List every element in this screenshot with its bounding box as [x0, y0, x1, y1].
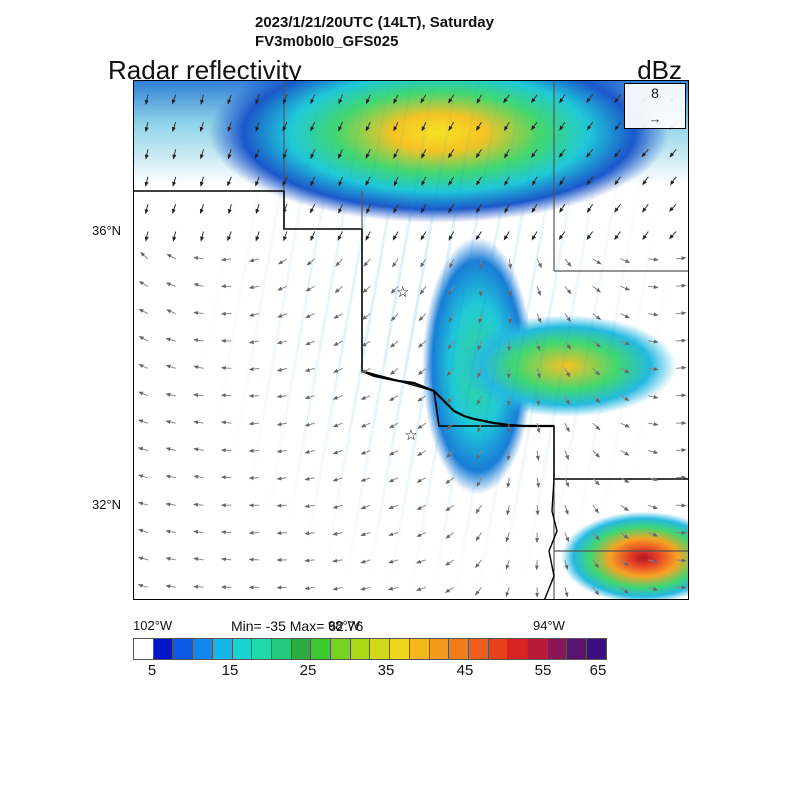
colorbar-cell-8 [292, 639, 312, 659]
colorbar-cell-21 [548, 639, 568, 659]
colorbar-cell-10 [331, 639, 351, 659]
storm-report-marker[interactable]: ☆ [404, 429, 418, 443]
lon-label-2: 94°W [533, 618, 565, 633]
colorbar-tick-5: 5 [148, 662, 156, 679]
colorbar-tick-15: 15 [222, 662, 239, 679]
colorbar-tick-55: 55 [535, 662, 552, 679]
storm-report-marker[interactable]: ☆ [396, 286, 410, 300]
colorbar-tick-65: 65 [590, 662, 607, 679]
colorbar-cell-2 [173, 639, 193, 659]
colorbar-cell-13 [390, 639, 410, 659]
colorbar-cell-3 [193, 639, 213, 659]
wind-arrow-icon: → [625, 111, 685, 126]
min-max-label: Min= -35 Max= 62.76 [231, 618, 363, 634]
colorbar-cell-5 [233, 639, 253, 659]
colorbar-cell-0 [134, 639, 154, 659]
colorbar-cell-6 [252, 639, 272, 659]
y-axis-label-0: 36°N [92, 223, 121, 238]
colorbar-cell-16 [449, 639, 469, 659]
colorbar-cell-18 [489, 639, 509, 659]
colorbar-top-axis-labels: 102°W 98°W 94°W Min= -35 Max= 62.76 [133, 618, 689, 638]
colorbar-cell-23 [587, 639, 606, 659]
colorbar-tick-35: 35 [378, 662, 395, 679]
colorbar-section: 102°W 98°W 94°W Min= -35 Max= 62.76 [133, 618, 689, 680]
colorbar-tick-25: 25 [300, 662, 317, 679]
wind-legend-value: 8 [625, 85, 685, 101]
radar-map-page: 2023/1/21/20UTC (14LT), Saturday FV3m0b0… [0, 0, 800, 800]
wind-vector-field [134, 81, 689, 600]
colorbar-cell-17 [469, 639, 489, 659]
wind-speed-legend: 8 → [624, 83, 686, 129]
colorbar-cell-4 [213, 639, 233, 659]
colorbar-cell-1 [154, 639, 174, 659]
colorbar-cell-20 [528, 639, 548, 659]
colorbar-gradient-strip [133, 638, 607, 660]
colorbar-cell-15 [430, 639, 450, 659]
colorbar-cell-11 [351, 639, 371, 659]
lon-label-0: 102°W [133, 618, 172, 633]
header-text-block: 2023/1/21/20UTC (14LT), Saturday FV3m0b0… [255, 14, 494, 52]
colorbar-cell-9 [311, 639, 331, 659]
colorbar-tick-numbers: 5 15 25 35 45 55 65 [133, 660, 607, 680]
colorbar-cell-22 [567, 639, 587, 659]
colorbar-cell-7 [272, 639, 292, 659]
radar-map-frame[interactable]: ☆ ☆ 8 → [133, 80, 689, 600]
colorbar-cell-19 [508, 639, 528, 659]
colorbar-cell-14 [410, 639, 430, 659]
colorbar-cell-12 [370, 639, 390, 659]
header-datetime: 2023/1/21/20UTC (14LT), Saturday [255, 14, 494, 33]
header-model: FV3m0b0l0_GFS025 [255, 33, 494, 52]
colorbar-tick-45: 45 [457, 662, 474, 679]
y-axis-label-1: 32°N [92, 497, 121, 512]
